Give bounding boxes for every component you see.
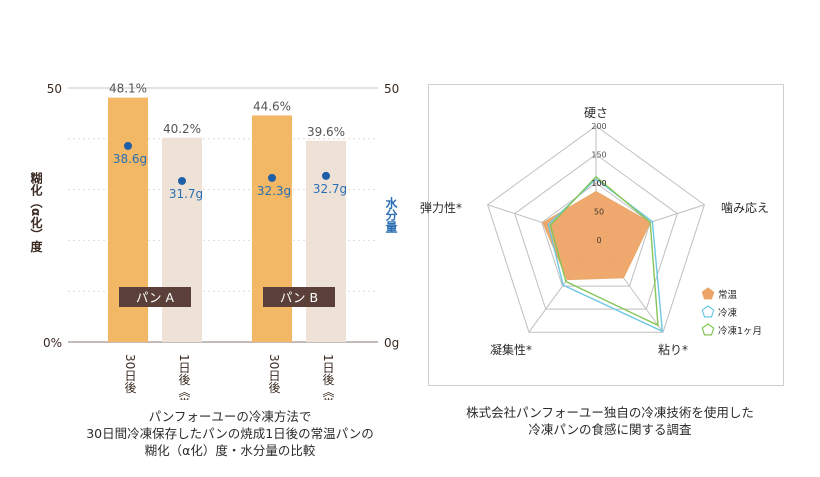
radar-series-line <box>547 178 664 333</box>
radar-axis-label: 硬さ <box>584 106 608 120</box>
bar <box>162 137 202 342</box>
right-caption-line: 株式会社パンフォーユー独自の冷凍技術を使用した <box>466 405 754 420</box>
radar-axis-label: 粘り* <box>658 342 688 357</box>
legend-swatch <box>701 323 715 336</box>
left-tick-bottom: 0% <box>43 336 62 350</box>
radar-axis-label: 凝集性* <box>490 342 532 357</box>
radar-grid-ring <box>514 153 678 310</box>
left-axis-label: 糊化（α化）度 <box>29 171 43 253</box>
radar-series-polygon <box>542 190 651 281</box>
radar-series-line <box>549 175 659 327</box>
bar-value-label: 44.6% <box>253 99 291 113</box>
x-tick-label: 30日後《冷凍》 <box>123 354 137 400</box>
right-axis-label: 水分量 <box>384 196 398 233</box>
moisture-value-label: 32.7g <box>313 182 347 196</box>
moisture-dot <box>268 173 276 182</box>
left-caption-line: パンフォーユーの冷凍方法で <box>148 409 312 424</box>
radar-grid-ring <box>486 125 706 333</box>
radar-axis-label: 噛み応え <box>721 201 769 215</box>
radar-tick-label: 100 <box>591 179 606 188</box>
radar-grid-ring <box>541 182 651 287</box>
group-label-bg <box>263 287 335 307</box>
left-caption-line: 30日間冷凍保存したパンの焼成1日後の常温パンの <box>86 426 374 441</box>
radar-tick-label: 100 <box>591 179 606 188</box>
moisture-dot <box>178 176 186 185</box>
moisture-value-label: 31.7g <box>169 187 203 201</box>
right-tick-top: 50 <box>384 82 399 96</box>
x-tick-label: 1日後《常温》 <box>177 354 191 400</box>
moisture-dot <box>124 141 132 150</box>
legend-label: 冷凍1ヶ月 <box>718 325 762 337</box>
bar-value-label: 48.1% <box>109 82 147 96</box>
moisture-value-label: 32.3g <box>257 184 291 198</box>
group-label: パン A <box>136 290 175 305</box>
radar-tick-label: 150 <box>591 151 606 160</box>
legend-label: 冷凍 <box>718 307 738 319</box>
group-label: パン B <box>280 290 318 305</box>
legend-label: 常温 <box>718 289 738 301</box>
left-tick-top: 50 <box>47 82 62 96</box>
bar-value-label: 40.2% <box>163 122 201 136</box>
right-tick-bottom: 0g <box>384 336 399 350</box>
radar-tick-label: 200 <box>591 122 606 131</box>
radar-tick-label: 0 <box>596 236 601 245</box>
right-caption: 株式会社パンフォーユー独自の冷凍技術を使用した 冷凍パンの食感に関する調査 <box>420 404 800 438</box>
legend-swatch <box>701 305 715 318</box>
moisture-dot <box>322 171 330 180</box>
x-tick-label: 1日後《常温》 <box>321 354 335 400</box>
radar-axis-label: 弾力性* <box>420 201 462 215</box>
left-caption: パンフォーユーの冷凍方法で 30日間冷凍保存したパンの焼成1日後の常温パンの 糊… <box>40 408 420 459</box>
legend-swatch <box>701 287 715 300</box>
radar-tick-label: 50 <box>594 208 604 217</box>
left-caption-line: 糊化（α化）度・水分量の比較 <box>144 443 316 458</box>
group-label-bg <box>119 287 191 307</box>
radar-chart-frame <box>428 84 784 386</box>
bar-chart: 50 0% 50 0g 糊化（α化）度 水分量 48.1% 38.6g 30日後《冷… <box>29 82 399 400</box>
moisture-value-label: 38.6g <box>113 152 147 166</box>
bar-value-label: 39.6% <box>307 125 345 139</box>
right-caption-line: 冷凍パンの食感に関する調査 <box>528 422 692 437</box>
x-tick-label: 30日後《冷凍》 <box>267 354 281 400</box>
